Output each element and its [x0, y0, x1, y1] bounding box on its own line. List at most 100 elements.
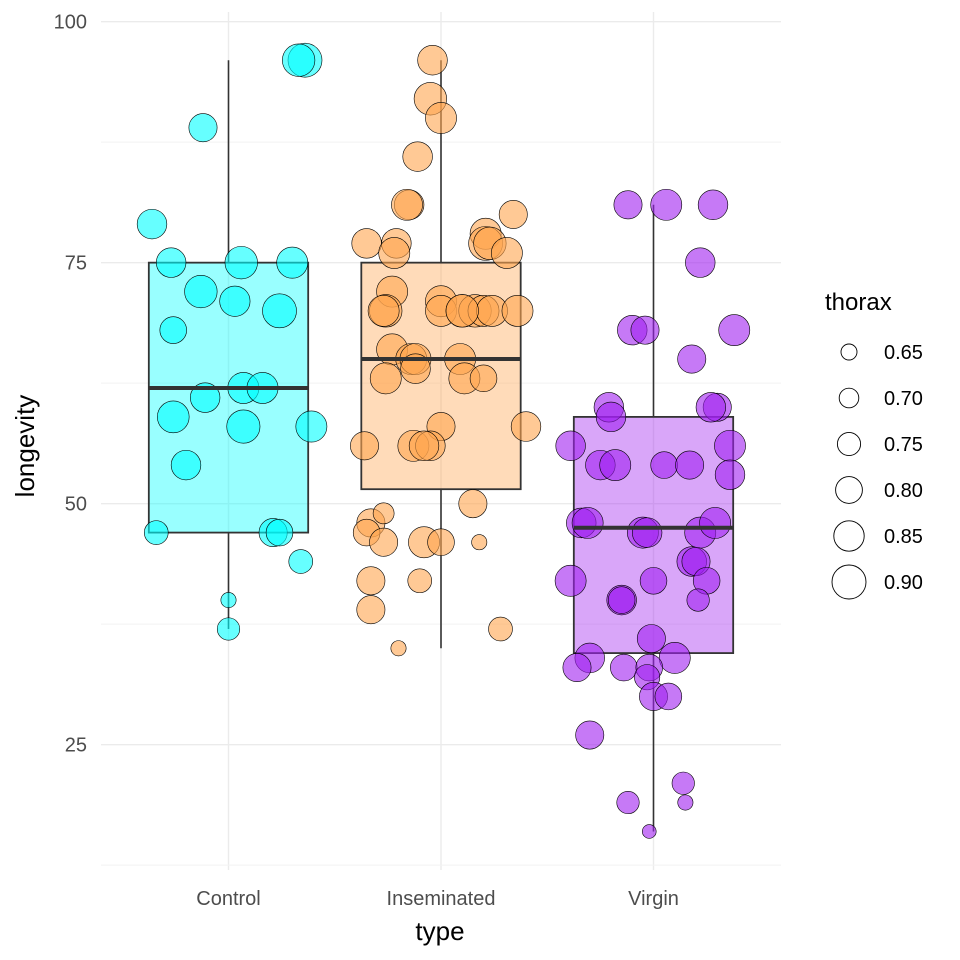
data-point — [510, 411, 542, 442]
data-point — [402, 141, 433, 172]
x-tick-label: Control — [196, 888, 260, 910]
data-point — [555, 430, 586, 461]
data-point — [471, 534, 488, 551]
data-point — [216, 617, 241, 641]
data-point — [677, 794, 694, 811]
legend-label: 0.90 — [884, 572, 923, 594]
legend-key — [835, 476, 863, 504]
data-point — [636, 624, 666, 654]
data-point — [408, 430, 440, 461]
data-point — [390, 640, 407, 657]
data-point — [491, 237, 523, 269]
data-point — [226, 409, 261, 444]
legend-key — [840, 343, 858, 361]
data-point — [654, 682, 683, 711]
x-axis-ticks: Control Inseminated Virgin — [196, 888, 679, 910]
data-point — [400, 353, 431, 384]
data-point — [630, 315, 660, 345]
legend-key — [831, 564, 867, 600]
legend-label: 0.65 — [884, 342, 923, 364]
data-point — [417, 45, 448, 76]
data-point — [351, 228, 382, 259]
data-point — [718, 314, 751, 346]
data-point — [372, 502, 395, 525]
y-axis-ticks: 25 50 75 100 — [54, 12, 87, 757]
x-axis-title: type — [415, 916, 464, 946]
legend-label: 0.75 — [884, 434, 923, 456]
median-layer — [148, 357, 734, 530]
data-point — [356, 566, 386, 596]
data-point — [425, 102, 457, 134]
data-point — [714, 459, 746, 490]
y-axis-title: longevity — [10, 395, 40, 498]
data-point — [699, 507, 731, 539]
data-point — [595, 401, 627, 433]
data-point — [295, 410, 328, 443]
data-point — [170, 449, 202, 481]
data-point — [369, 527, 399, 557]
data-point — [282, 43, 316, 77]
data-point — [188, 113, 218, 143]
data-point — [675, 450, 705, 480]
data-point — [224, 246, 258, 280]
legend-key — [838, 387, 860, 409]
data-point — [501, 294, 534, 327]
data-point — [189, 382, 221, 413]
legend-title: thorax — [825, 289, 892, 316]
data-point — [575, 720, 605, 750]
data-point — [498, 200, 528, 229]
x-tick-label: Virgin — [628, 888, 679, 910]
data-point — [427, 528, 455, 556]
y-tick-label: 50 — [65, 494, 87, 516]
point-layer — [136, 42, 751, 839]
legend-entries: 0.65 0.70 0.75 0.80 0.85 0.90 — [831, 342, 923, 600]
data-point — [695, 392, 727, 423]
data-point — [571, 507, 604, 539]
data-point — [136, 208, 168, 240]
data-point — [356, 595, 386, 625]
data-point — [607, 586, 636, 614]
data-point — [469, 364, 498, 393]
data-point — [407, 568, 433, 594]
data-point — [262, 293, 297, 329]
legend-key — [836, 431, 862, 457]
data-point — [610, 653, 638, 682]
data-point — [369, 362, 402, 395]
data-point — [276, 246, 309, 279]
data-point — [671, 771, 695, 795]
data-point — [350, 431, 379, 461]
data-point — [616, 790, 640, 815]
y-tick-label: 100 — [54, 12, 87, 34]
legend-label: 0.80 — [884, 480, 923, 502]
data-point — [378, 237, 411, 269]
data-point — [685, 247, 716, 278]
data-point — [288, 549, 314, 574]
data-point — [458, 489, 488, 519]
y-tick-label: 75 — [65, 253, 87, 275]
data-point — [220, 592, 237, 609]
data-point — [658, 642, 691, 674]
data-point — [677, 344, 707, 374]
legend: thorax 0.65 0.70 0.75 0.80 0.85 0.90 — [825, 289, 923, 600]
data-point — [686, 588, 710, 612]
x-tick-label: Inseminated — [387, 888, 496, 910]
data-point — [265, 518, 294, 547]
data-point — [445, 294, 479, 328]
data-point — [554, 564, 587, 597]
data-point — [157, 400, 190, 434]
data-point — [562, 653, 592, 682]
data-point — [642, 824, 657, 839]
legend-label: 0.70 — [884, 388, 923, 410]
data-point — [159, 316, 187, 344]
data-point — [184, 274, 218, 309]
data-point — [367, 294, 400, 327]
data-point — [639, 567, 668, 595]
y-tick-label: 25 — [65, 735, 87, 757]
data-point — [650, 188, 683, 221]
data-point — [155, 247, 187, 278]
data-point — [613, 190, 643, 220]
data-point — [143, 520, 169, 545]
data-point — [599, 449, 632, 481]
data-point — [714, 429, 746, 462]
